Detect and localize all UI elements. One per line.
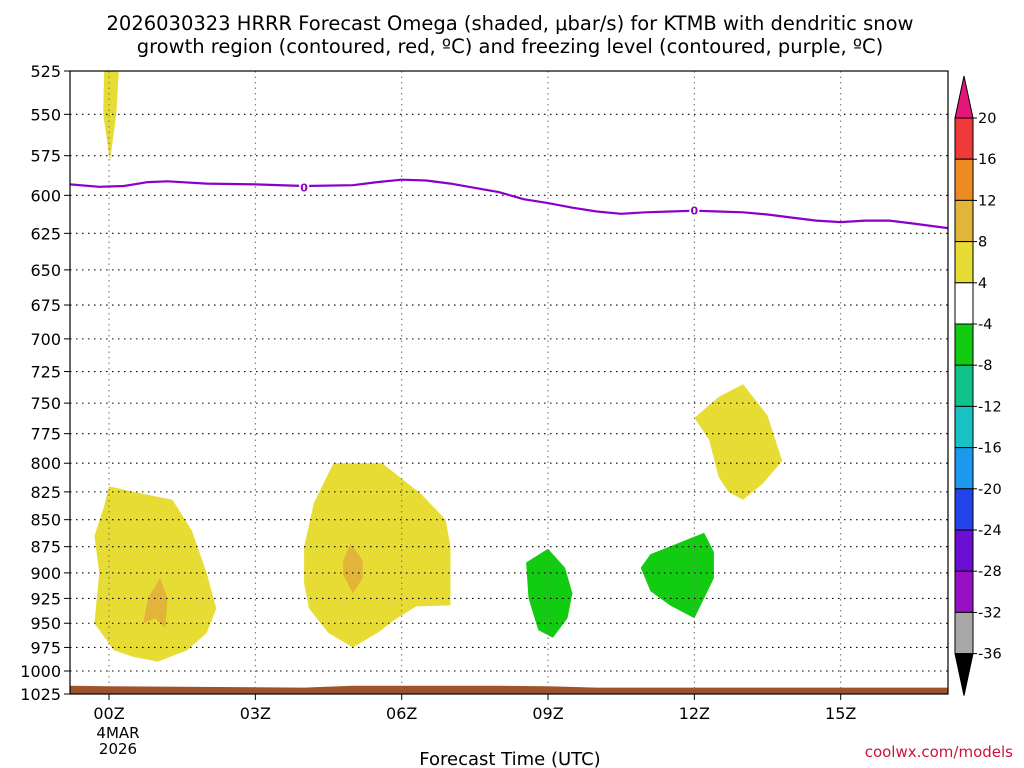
freezing-level-label: 0 — [691, 205, 699, 218]
x-tick-label: 12Z — [679, 704, 710, 723]
colorbar-segment — [954, 282, 974, 325]
omega-region-green-12z — [640, 532, 714, 619]
chart-title: 2026030323 HRRR Forecast Omega (shaded, … — [107, 12, 914, 58]
y-tick-label: 625 — [30, 224, 61, 243]
colorbar-segment — [954, 241, 974, 284]
freezing-level-label: 0 — [300, 182, 308, 195]
omega-region-left-4to8 — [94, 486, 217, 662]
y-tick-label: 550 — [30, 105, 61, 124]
y-tick-label: 925 — [30, 589, 61, 608]
colorbar-bottom-arrow — [954, 653, 974, 696]
plot-content: 00 — [70, 71, 948, 694]
x-axis-time: 00Z 03Z 06Z 09Z 12Z 15Z — [93, 694, 856, 723]
y-tick-label: 775 — [30, 425, 61, 444]
colorbar-segment — [954, 199, 974, 243]
y-tick-label: 1025 — [20, 685, 61, 704]
colorbar-segment — [954, 405, 974, 449]
colorbar-label: -36 — [978, 647, 1002, 663]
omega-region-center-8to12 — [343, 543, 363, 594]
y-tick-label: 950 — [30, 614, 61, 633]
colorbar-label: -20 — [978, 482, 1002, 498]
colorbar-label: 8 — [978, 235, 987, 251]
y-tick-label: 675 — [30, 296, 61, 315]
colorbar-label: -12 — [978, 399, 1002, 415]
y-tick-label: 975 — [30, 638, 61, 657]
colorbar-segment — [954, 529, 974, 572]
colorbar-label: -8 — [978, 358, 992, 374]
y-tick-label: 600 — [30, 186, 61, 205]
colorbar-label: -28 — [978, 564, 1002, 580]
omega-region-upper-left-4to8 — [103, 71, 119, 161]
y-tick-label: 850 — [30, 511, 61, 530]
colorbar-label: 4 — [978, 276, 987, 292]
y-tick-label: 525 — [30, 62, 61, 81]
x-tick-label: 03Z — [240, 704, 271, 723]
colorbar-label: -24 — [978, 523, 1002, 539]
colorbar-legend: 20 16 12 8 4 -4 -8 -12 -16 -20 -24 -28 -32 -36 — [954, 75, 1002, 696]
title-line-2: growth region (contoured, red, ºC) and f… — [137, 35, 884, 58]
colorbar-segment — [954, 611, 974, 655]
colorbar-label: 20 — [978, 111, 996, 127]
colorbar-segment — [954, 570, 974, 613]
colorbar-segment — [954, 323, 974, 366]
colorbar-segment — [954, 117, 974, 160]
date-label-year: 2026 — [99, 740, 137, 758]
x-tick-label: 15Z — [825, 704, 856, 723]
x-tick-label: 06Z — [386, 704, 417, 723]
omega-region-right-4to8 — [694, 384, 783, 500]
colorbar-label: -4 — [978, 317, 992, 333]
y-tick-label: 725 — [30, 363, 61, 382]
colorbar-top-arrow — [954, 75, 974, 119]
y-tick-label: 1000 — [20, 662, 61, 681]
y-tick-label: 750 — [30, 394, 61, 413]
colorbar-segment — [954, 364, 974, 407]
y-tick-label: 800 — [30, 454, 61, 473]
colorbar-label: -16 — [978, 441, 1002, 457]
contour-label-bg — [689, 203, 700, 217]
y-tick-label: 700 — [30, 330, 61, 349]
y-tick-label: 875 — [30, 538, 61, 557]
y-tick-label: 900 — [30, 564, 61, 583]
plot-frame — [69, 70, 949, 695]
y-axis-pressure: 525 550 575 600 625 650 675 700 725 750 775 800 825 8… — [20, 62, 70, 704]
omega-region-green-09z — [526, 548, 573, 638]
freezing-level-line — [70, 178, 948, 230]
credit-text[interactable]: coolwx.com/models — [865, 743, 1013, 761]
colorbar-segment — [954, 488, 974, 531]
colorbar-segment — [954, 447, 974, 490]
y-tick-label: 575 — [30, 147, 61, 166]
title-line-1: 2026030323 HRRR Forecast Omega (shaded, … — [107, 12, 914, 35]
colorbar-segment — [954, 158, 974, 201]
x-tick-label: 00Z — [93, 704, 124, 723]
contour-label-bg — [299, 180, 310, 194]
date-label-day: 4MAR — [96, 724, 139, 742]
x-axis-label: Forecast Time (UTC) — [419, 749, 600, 768]
surface-terrain — [70, 685, 948, 694]
colorbar-label: 12 — [978, 193, 996, 209]
plot-area: 00 — [69, 70, 949, 695]
omega-region-center-4to8 — [304, 463, 451, 648]
omega-region-left-8to12 — [143, 578, 168, 629]
y-tick-label: 650 — [30, 261, 61, 280]
x-tick-label: 09Z — [532, 704, 563, 723]
colorbar-label: -32 — [978, 605, 1002, 621]
colorbar-label: 16 — [978, 152, 996, 168]
y-tick-label: 825 — [30, 483, 61, 502]
